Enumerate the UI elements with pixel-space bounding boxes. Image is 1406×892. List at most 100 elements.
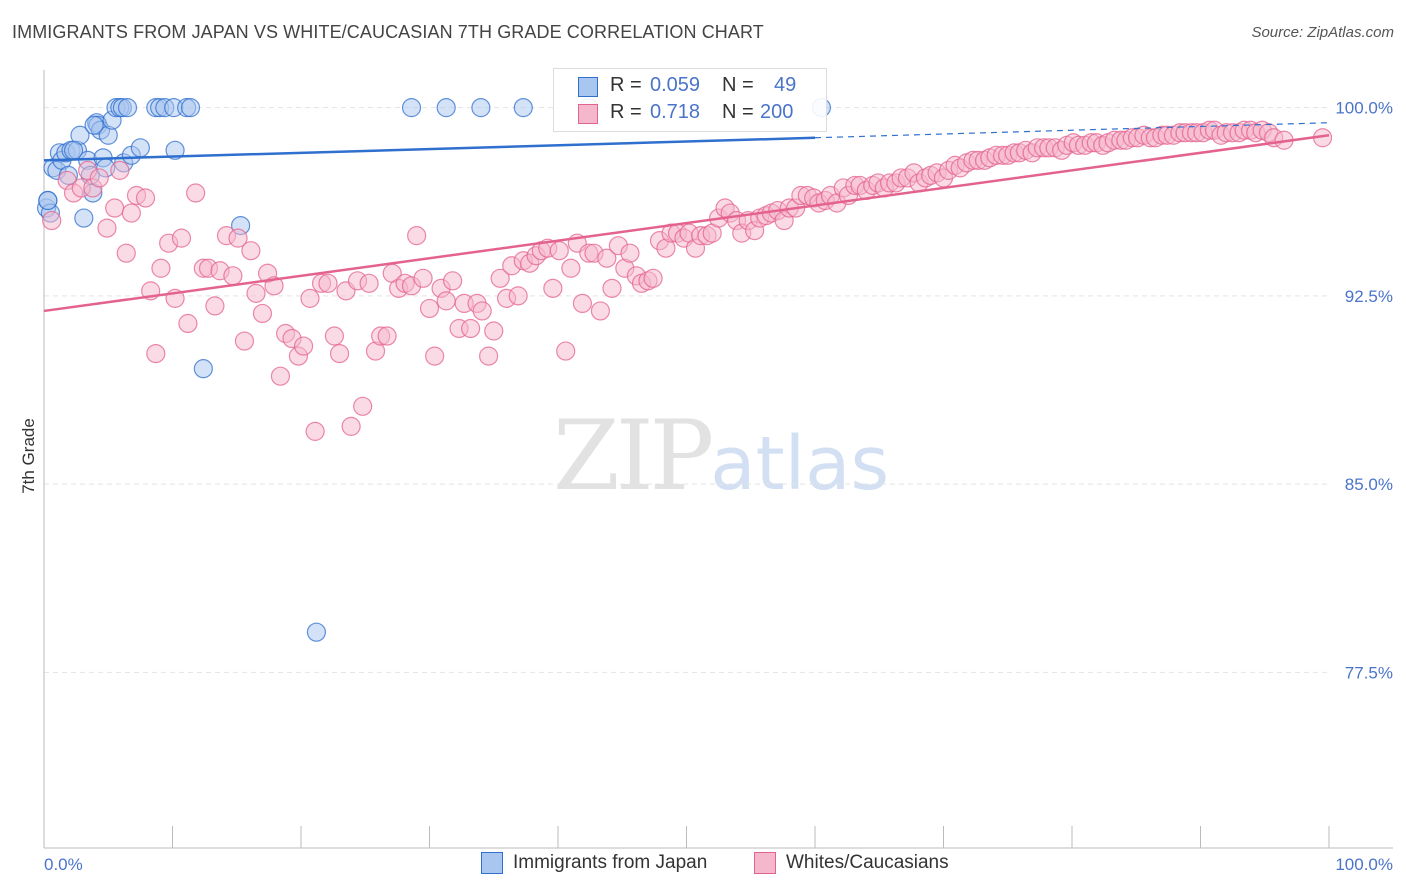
- y-axis-label: 7th Grade: [19, 418, 38, 494]
- data-point: [508, 286, 528, 306]
- trend-line-dashed: [814, 122, 1330, 139]
- legend-n-label: N =: [722, 74, 754, 96]
- y-tick-label: 85.0%: [1345, 475, 1393, 494]
- bottom-legend-label-white: Whites/Caucasians: [786, 852, 949, 873]
- data-point: [205, 296, 225, 316]
- data-point: [572, 293, 593, 313]
- data-point: [549, 241, 569, 261]
- data-point: [436, 98, 456, 118]
- watermark-zip: ZIP: [553, 400, 714, 512]
- data-point: [484, 321, 504, 341]
- series-white-points: [42, 120, 1333, 441]
- y-tick-label: 77.5%: [1345, 663, 1393, 682]
- data-point: [472, 301, 492, 321]
- legend-row-white: R = 0.718 N = 200: [554, 100, 826, 128]
- data-point: [228, 228, 248, 248]
- data-point: [84, 115, 104, 135]
- data-point: [135, 188, 156, 208]
- data-point: [436, 291, 456, 311]
- data-point: [602, 278, 622, 298]
- trend-line-solid: [43, 134, 1330, 313]
- data-point: [74, 208, 94, 228]
- legend-swatch-japan: [578, 77, 598, 97]
- data-point: [121, 203, 141, 223]
- data-point: [318, 273, 338, 293]
- data-point: [359, 273, 379, 293]
- data-point: [324, 326, 345, 346]
- data-point: [293, 336, 314, 356]
- watermark-atlas: atlas: [710, 421, 890, 507]
- data-point: [300, 288, 320, 308]
- data-point: [556, 341, 576, 361]
- legend-n-value: 200: [760, 101, 794, 123]
- legend-n-value: 49: [774, 74, 797, 96]
- data-point: [165, 140, 185, 160]
- data-point: [561, 258, 581, 278]
- tick-labels: 100.0% 92.5% 85.0% 77.5% 0.0% 100.0%: [44, 99, 1393, 874]
- data-point: [178, 313, 198, 334]
- y-tick-label: 100.0%: [1335, 99, 1393, 118]
- data-point: [186, 183, 206, 203]
- data-point: [252, 303, 273, 324]
- trend-lines: [43, 122, 1330, 313]
- data-point: [241, 241, 261, 261]
- legend-row-japan: R = 0.059 N = 49: [554, 73, 826, 101]
- data-point: [425, 346, 445, 366]
- data-point: [543, 278, 563, 298]
- data-point: [223, 266, 243, 286]
- data-point: [89, 168, 109, 188]
- data-point: [620, 243, 640, 263]
- data-point: [171, 228, 192, 248]
- data-point: [234, 331, 255, 351]
- data-point: [180, 98, 201, 118]
- y-tick-label: 92.5%: [1345, 287, 1393, 306]
- data-point: [116, 243, 136, 263]
- data-point: [305, 421, 325, 441]
- legend-r-value: 0.718: [650, 101, 701, 123]
- trend-line-solid: [43, 136, 816, 162]
- data-point: [490, 268, 510, 288]
- correlation-legend: R = 0.059 N = 49 R = 0.718 N = 200: [553, 68, 827, 132]
- data-point: [377, 326, 397, 346]
- data-point: [151, 258, 171, 278]
- data-point: [353, 396, 373, 416]
- data-point: [306, 622, 327, 642]
- legend-r-label: R =: [610, 74, 642, 96]
- data-point: [97, 218, 117, 238]
- x-tick-label: 0.0%: [44, 855, 83, 874]
- bottom-legend-label-japan: Immigrants from Japan: [513, 852, 708, 873]
- axes: [43, 70, 1393, 849]
- legend-r-label: R =: [610, 101, 642, 123]
- data-point: [471, 98, 491, 118]
- source-credit: Source: ZipAtlas.com: [1251, 24, 1394, 41]
- series-japan-points: [36, 98, 832, 642]
- data-point: [590, 301, 611, 321]
- data-point: [597, 248, 617, 268]
- legend-r-value: 0.059: [650, 74, 701, 96]
- data-point: [419, 298, 440, 319]
- data-point: [38, 190, 58, 211]
- grid-lines: [44, 107, 1329, 673]
- data-point: [110, 160, 130, 180]
- data-point: [329, 343, 350, 364]
- data-point: [42, 210, 62, 231]
- chart-title: IMMIGRANTS FROM JAPAN VS WHITE/CAUCASIAN…: [12, 22, 764, 42]
- legend-swatch-white: [578, 104, 598, 124]
- bottom-legend-swatch-japan: [481, 852, 503, 874]
- data-point: [513, 98, 533, 118]
- data-point: [130, 138, 150, 158]
- data-point: [413, 268, 433, 288]
- data-point: [443, 271, 463, 291]
- watermark: ZIPatlas: [553, 400, 889, 512]
- data-point: [270, 366, 291, 386]
- data-point: [146, 343, 166, 364]
- legend-n-label: N =: [722, 101, 754, 123]
- x-tick-label: 100.0%: [1335, 855, 1393, 874]
- data-point: [246, 283, 266, 303]
- data-point: [461, 318, 481, 339]
- data-point: [341, 416, 361, 436]
- data-point: [407, 226, 427, 246]
- data-point: [193, 359, 213, 379]
- bottom-legend-swatch-white: [754, 852, 776, 874]
